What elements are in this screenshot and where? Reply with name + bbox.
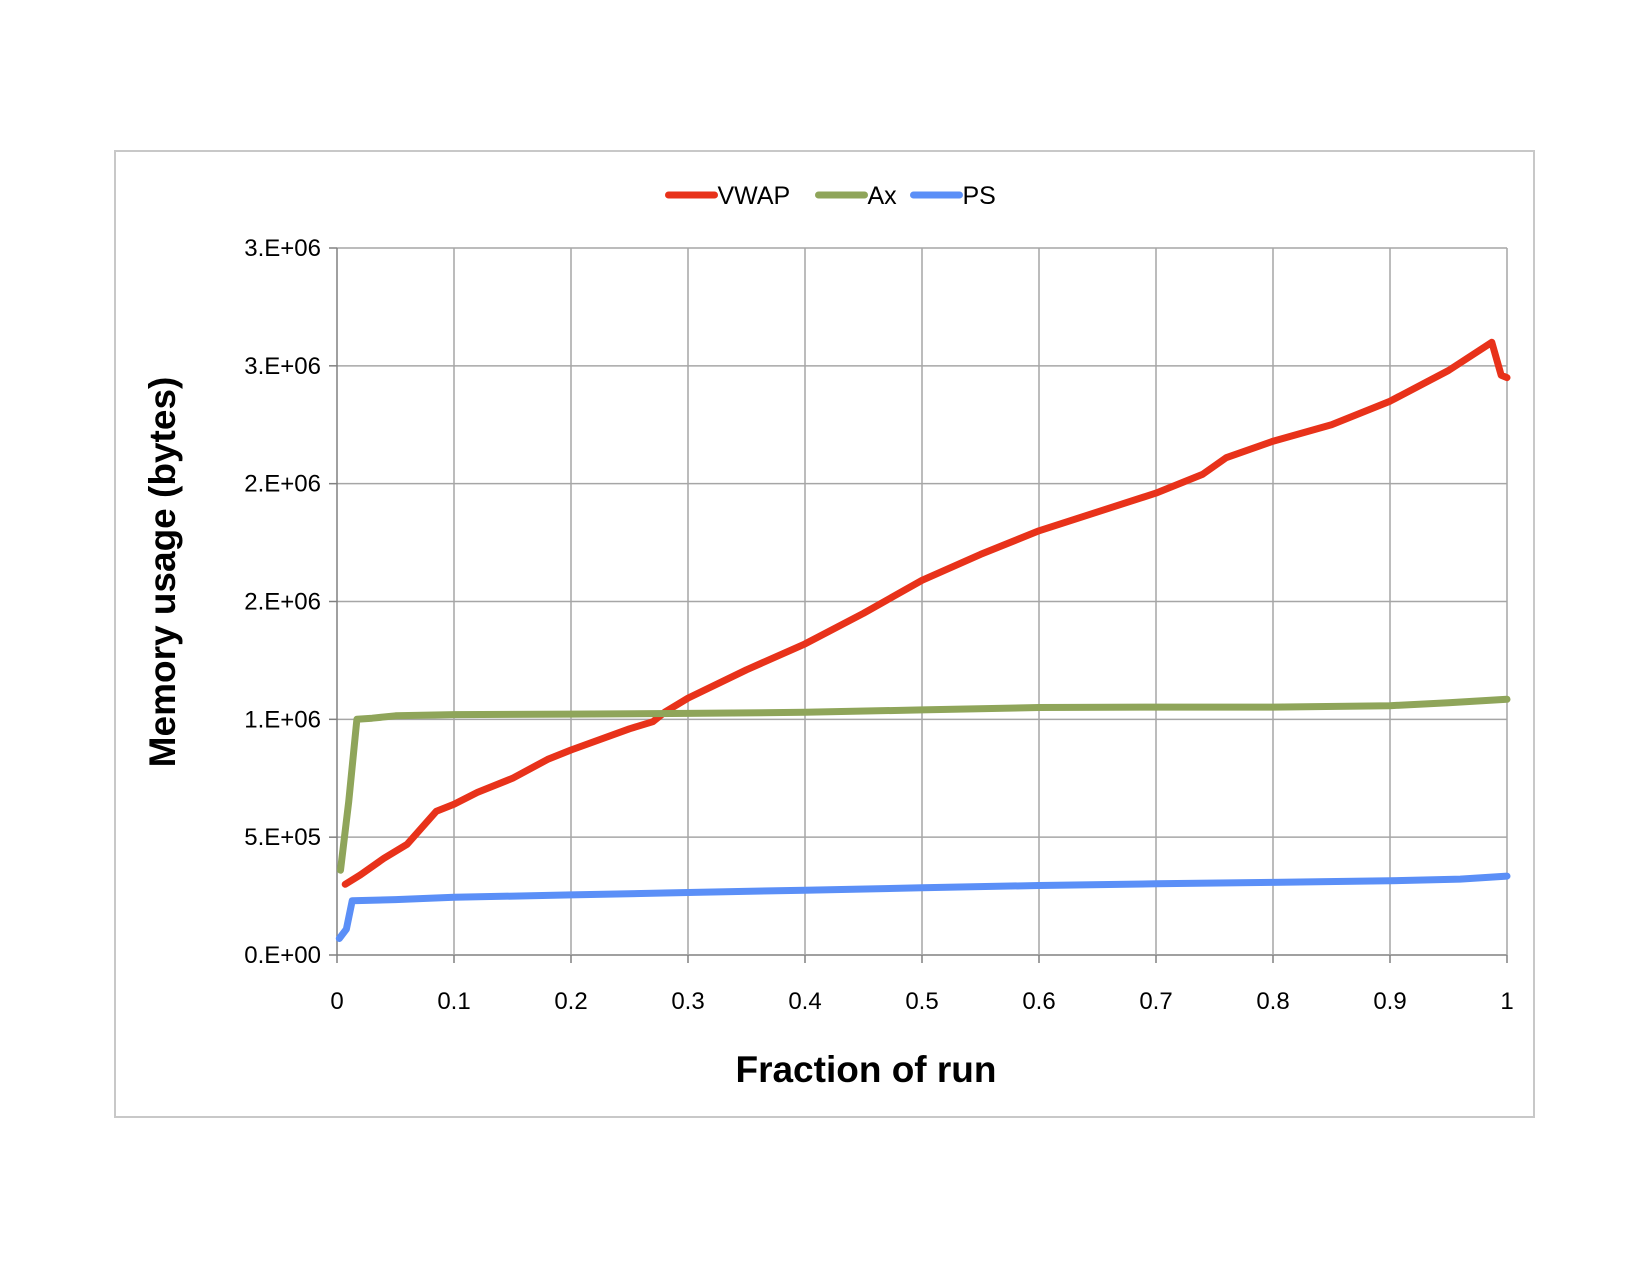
x-tick-label: 0.9 [1373,988,1406,1015]
y-axis-title: Memory usage (bytes) [142,377,183,768]
y-tick-label: 3.E+06 [244,353,321,380]
legend: VWAP Ax PS [665,182,996,210]
x-tick-label: 0.6 [1022,988,1055,1015]
legend-label-ax: Ax [868,182,898,210]
x-tick-label: 0.2 [554,988,587,1015]
series-line-ps [335,872,1511,942]
y-tick-label: 5.E+05 [244,824,321,851]
x-tick-label: 0.5 [905,988,938,1015]
x-tick-label: 1 [1500,988,1513,1015]
grid [329,247,1508,963]
x-tick-label: 0.1 [437,988,470,1015]
y-tick-label: 2.E+06 [244,471,321,498]
legend-label-vwap: VWAP [718,182,791,210]
y-tick-label: 1.E+06 [244,706,321,733]
y-tick-label: 3.E+06 [244,235,321,262]
series-line-ax [337,695,1511,874]
x-tick-label: 0.8 [1256,988,1289,1015]
x-tick-label: 0.7 [1139,988,1172,1015]
legend-label-ps: PS [963,182,996,210]
series-lines [335,338,1511,942]
y-tick-label: 0.E+00 [244,942,321,969]
x-axis-title: Fraction of run [735,1049,996,1090]
tick-labels: 0.E+00 5.E+05 1.E+06 2.E+06 2.E+06 3.E+06 3.E+… [244,235,1513,1015]
line-chart: 0.E+00 5.E+05 1.E+06 2.E+06 2.E+06 3.E+06 3.E+… [142,182,1514,1090]
x-tick-label: 0.4 [788,988,821,1015]
chart-frame: 0.E+00 5.E+05 1.E+06 2.E+06 2.E+06 3.E+06 3.E+… [114,150,1535,1118]
y-tick-label: 2.E+06 [244,589,321,616]
x-tick-label: 0 [330,988,343,1015]
series-line-vwap [341,338,1511,888]
x-tick-label: 0.3 [671,988,704,1015]
